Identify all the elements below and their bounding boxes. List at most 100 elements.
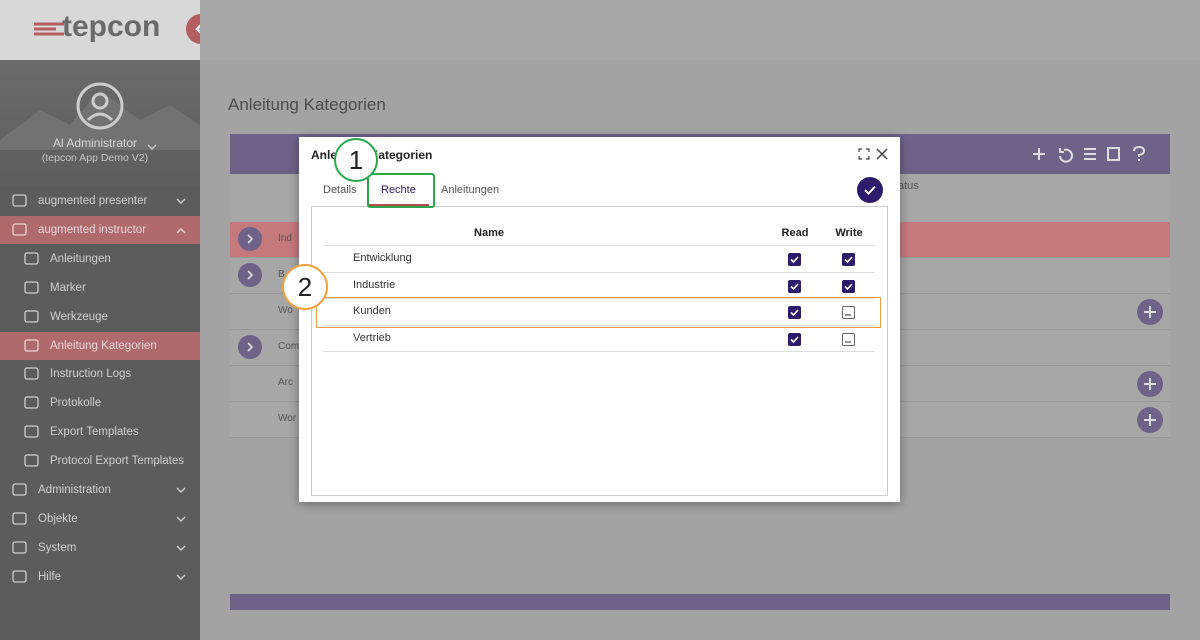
profile: Al Administrator (tepcon App Demo V2): [0, 60, 200, 185]
nav-chevron: [176, 198, 186, 204]
expand-button[interactable]: [238, 335, 262, 359]
nav-label: Werkzeuge: [50, 310, 108, 323]
nav-icon: [24, 281, 39, 294]
nav-icon: [24, 338, 39, 352]
row-divider: [323, 298, 875, 299]
checkbox[interactable]: [842, 333, 855, 346]
nav-item[interactable]: Instruction Logs: [0, 360, 200, 388]
nav-item[interactable]: Export Templates: [0, 418, 200, 446]
brand: tepcon: [62, 10, 161, 43]
nav-icon: [12, 512, 27, 525]
dialog-controls[interactable]: [857, 147, 891, 161]
nav-icon: [12, 194, 27, 207]
nav-item[interactable]: Marker: [0, 274, 200, 302]
save-button[interactable]: [857, 177, 883, 203]
nav-icon: [12, 541, 27, 554]
top-bar: [200, 0, 1200, 60]
checkbox[interactable]: [842, 280, 855, 293]
nav-label: Instruction Logs: [50, 368, 132, 381]
nav-item[interactable]: System: [0, 534, 200, 562]
nav-icon: [12, 483, 27, 496]
nav-icon: [24, 309, 39, 323]
row-name: Industrie: [353, 279, 396, 291]
checkbox[interactable]: [788, 280, 801, 293]
expand-button[interactable]: [238, 227, 262, 251]
row-divider: [323, 245, 875, 246]
nav-label: Protocol Export Templates: [50, 455, 185, 468]
tab[interactable]: Anleitungen: [441, 184, 500, 196]
add-button[interactable]: [1137, 407, 1163, 433]
nav-item[interactable]: Hilfe: [0, 563, 200, 591]
tab-indicator: [369, 204, 429, 206]
callout: 2: [282, 264, 328, 310]
highlight-row: [316, 297, 881, 328]
nav-chevron: [176, 574, 186, 580]
nav-label: Hilfe: [38, 570, 62, 583]
row-fragment: Com: [278, 341, 300, 352]
nav-item[interactable]: Werkzeuge: [0, 303, 200, 331]
checkbox[interactable]: [842, 306, 855, 319]
nav-icon: [24, 425, 39, 438]
add-button[interactable]: [1137, 299, 1163, 325]
toolbar-icons[interactable]: [1030, 144, 1160, 164]
row-fragment: Ind: [278, 233, 292, 244]
column-header: Name: [474, 227, 504, 239]
nav-item[interactable]: augmented presenter: [0, 187, 200, 215]
tab[interactable]: Rechte: [381, 184, 416, 196]
nav-label: Objekte: [38, 512, 78, 525]
user-name: Al Administrator: [52, 136, 138, 150]
row-divider: [323, 272, 875, 273]
column-header: Write: [835, 227, 863, 239]
row-fragment: Wor: [278, 413, 297, 424]
nav-label: Anleitungen: [50, 252, 111, 265]
nav-item[interactable]: Protocol Export Templates: [0, 447, 200, 475]
logo-area: tepcon: [0, 0, 200, 60]
column-fragment: atus: [898, 180, 919, 192]
nav-icon: [12, 223, 27, 236]
nav-icon: [24, 252, 39, 265]
tab[interactable]: Details: [323, 184, 357, 196]
row-fragment: B: [278, 269, 285, 280]
row-divider: [323, 351, 875, 352]
nav-label: Marker: [50, 281, 86, 294]
column-header: Read: [781, 227, 809, 239]
checkbox[interactable]: [842, 253, 855, 266]
user-tenant: (tepcon App Demo V2): [41, 152, 149, 164]
nav-item[interactable]: augmented instructor: [0, 215, 200, 244]
nav-item[interactable]: Administration: [0, 476, 200, 504]
checkbox[interactable]: [788, 253, 801, 266]
tab-divider: [311, 206, 888, 207]
row-divider: [323, 325, 875, 326]
page-title: Anleitung Kategorien: [228, 95, 386, 114]
nav-item[interactable]: Anleitungen: [0, 245, 200, 273]
nav-label: augmented presenter: [38, 195, 148, 207]
nav-icon: [24, 396, 39, 409]
avatar: [76, 82, 124, 130]
nav-item[interactable]: Objekte: [0, 505, 200, 533]
checkbox[interactable]: [788, 306, 801, 319]
logo-mark: [34, 22, 64, 36]
nav-label: Anleitung Kategorien: [50, 339, 157, 352]
callout: 1: [334, 138, 378, 182]
expand-button[interactable]: [238, 263, 262, 287]
row-name: Vertrieb: [353, 332, 391, 344]
add-button[interactable]: [1137, 371, 1163, 397]
footer-bar: [230, 594, 1170, 610]
nav-chevron: [176, 487, 186, 493]
nav-icon: [24, 454, 39, 467]
nav-chevron: [176, 545, 186, 551]
nav-chevron: [176, 516, 186, 522]
row-name: Entwicklung: [353, 252, 412, 264]
nav-label: Export Templates: [50, 426, 139, 439]
nav-label: Administration: [38, 484, 111, 496]
row-fragment: Wo: [278, 305, 293, 316]
checkbox[interactable]: [788, 333, 801, 346]
nav-chevron: [176, 227, 186, 234]
nav-item[interactable]: Protokolle: [0, 389, 200, 417]
row-fragment: Arc: [278, 377, 293, 388]
nav-label: System: [38, 541, 77, 554]
tab-panel: [311, 207, 888, 496]
nav-item[interactable]: Anleitung Kategorien: [0, 331, 200, 360]
nav-icon: [24, 367, 39, 381]
